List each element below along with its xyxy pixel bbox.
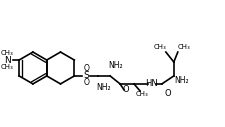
Text: O: O — [83, 65, 89, 74]
Text: O: O — [122, 85, 129, 94]
Text: CH₃: CH₃ — [153, 44, 166, 50]
Text: S: S — [83, 72, 89, 80]
Text: O: O — [164, 89, 170, 98]
Text: O: O — [83, 78, 89, 87]
Text: HN: HN — [145, 79, 158, 88]
Text: NH₂: NH₂ — [95, 83, 110, 92]
Text: N: N — [4, 55, 11, 65]
Text: CH₃: CH₃ — [177, 44, 189, 50]
Text: NH₂: NH₂ — [107, 61, 122, 70]
Text: CH₃: CH₃ — [1, 64, 13, 70]
Text: NH₂: NH₂ — [174, 76, 188, 85]
Text: CH₃: CH₃ — [1, 50, 13, 56]
Text: CH₃: CH₃ — [135, 91, 148, 97]
